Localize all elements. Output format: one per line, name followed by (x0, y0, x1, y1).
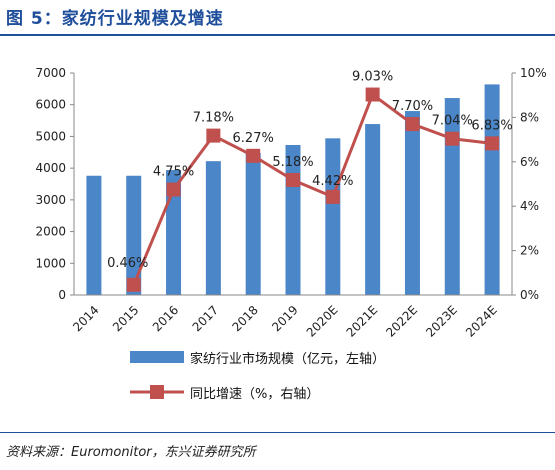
x-tick-label-2024E: 2024E (463, 303, 500, 340)
growth-marker-2019 (286, 173, 300, 188)
growth-marker-2020E (325, 189, 340, 204)
bar-2023E (444, 98, 460, 295)
y-left-tick-label: 2000 (35, 225, 66, 239)
x-tick-label-2014: 2014 (70, 303, 101, 334)
y-right-tick-label: 0% (520, 288, 539, 302)
data-label-2021E: 9.03% (352, 70, 393, 85)
data-label-2017: 7.18% (193, 111, 234, 126)
data-label-2016: 4.75% (153, 165, 194, 180)
growth-line (132, 93, 493, 286)
y-left-tick-label: 4000 (35, 161, 66, 175)
y-right-tick-label: 10% (520, 66, 547, 80)
y-right-tick-label: 8% (520, 110, 539, 124)
growth-marker-2022E (405, 117, 420, 132)
legend-bar-swatch (130, 351, 184, 363)
combo-chart: 0 1000 2000 3000 4000 5000 6000 7000 0% 2% 4% 6% 8% 1… (35, 66, 547, 340)
y-right-tick-label: 4% (520, 199, 539, 213)
bar-2020E (325, 138, 341, 295)
line-layer (126, 87, 500, 292)
y-left-tick-label: 6000 (35, 98, 66, 112)
bar-2018 (245, 152, 261, 295)
bar-2024E (484, 84, 500, 295)
bar-2014 (86, 175, 102, 295)
x-tick-label-2017: 2017 (190, 303, 221, 334)
data-label-2024E: 6.83% (471, 118, 512, 133)
source-note: 资料来源：Euromonitor，东兴证券研究所 (6, 445, 256, 460)
x-tick-label-2021E: 2021E (344, 303, 381, 340)
x-tick-label-2022E: 2022E (383, 303, 420, 340)
y-left-tick-label: 3000 (35, 193, 66, 207)
source-rule (0, 432, 555, 433)
title-rule (0, 34, 555, 36)
figure-title: 图 5：家纺行业规模及增速 (6, 9, 224, 29)
legend-bar-label: 家纺行业市场规模（亿元，左轴） (190, 352, 386, 367)
x-tick-label-2018: 2018 (229, 303, 260, 334)
growth-marker-2015 (126, 277, 141, 292)
y-right-tick-label: 2% (520, 244, 539, 258)
legend-line-label: 同比增速（%，右轴） (190, 387, 320, 402)
data-label-2020E: 4.42% (312, 174, 353, 189)
data-label-2018: 6.27% (233, 131, 274, 146)
growth-marker-2021E (365, 87, 380, 102)
growth-marker-2017 (206, 128, 221, 143)
x-tick-label-2023E: 2023E (423, 303, 460, 340)
y-left-tick-label: 7000 (35, 66, 66, 80)
y-left-tick-label: 1000 (35, 256, 66, 270)
data-label-2019: 5.18% (272, 155, 313, 170)
data-label-2015: 0.46% (107, 256, 148, 271)
data-label-2022E: 7.70% (392, 99, 433, 114)
bar-2022E (404, 111, 420, 295)
growth-marker-2016 (166, 182, 181, 197)
growth-marker-2018 (246, 148, 261, 163)
x-tick-label-2020E: 2020E (304, 303, 341, 340)
bar-2017 (205, 161, 221, 295)
x-tick-label-2015: 2015 (110, 303, 141, 334)
x-tick-label-2016: 2016 (150, 303, 181, 334)
bar-2021E (365, 124, 381, 295)
legend-line-swatch (130, 385, 184, 399)
bar-2015 (126, 175, 142, 295)
x-tick-label-2019: 2019 (269, 303, 300, 334)
y-left-tick-label: 0 (58, 288, 66, 302)
y-left-tick-label: 5000 (35, 129, 66, 143)
labels-layer: 0.46% 4.75% 7.18% 6.27% 5.18% 4.42% 9.03% 7.70%… (107, 70, 513, 271)
growth-marker-2024E (485, 136, 500, 151)
y-right-tick-label: 6% (520, 155, 539, 169)
data-label-2023E: 7.04% (432, 114, 473, 129)
growth-marker-2023E (445, 131, 460, 146)
